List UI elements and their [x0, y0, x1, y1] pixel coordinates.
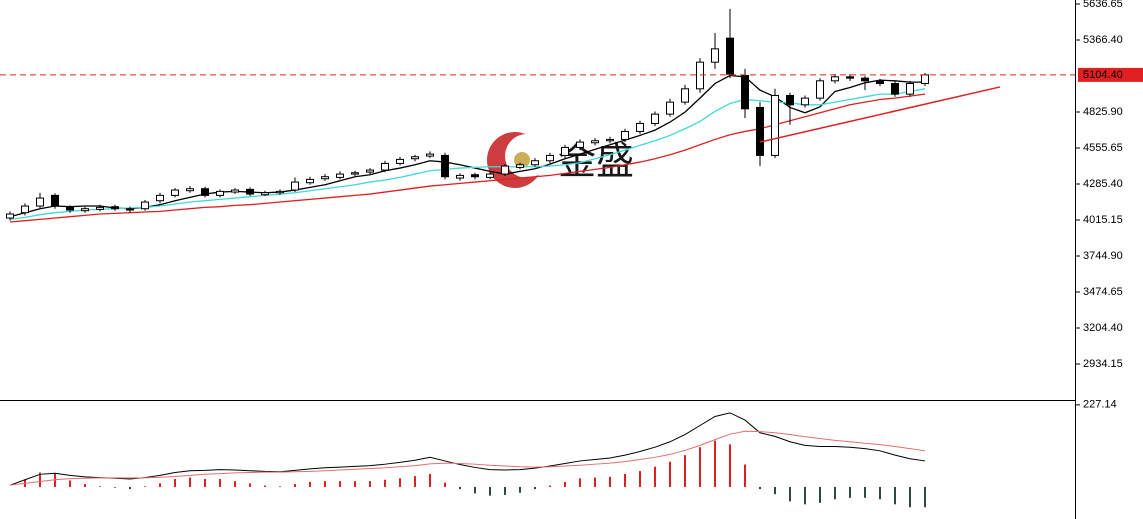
candle-body	[456, 174, 464, 179]
candle-body	[96, 206, 104, 210]
candle-body	[921, 74, 929, 84]
candle-body	[231, 189, 239, 193]
candle-body	[306, 178, 314, 184]
candle-body	[906, 82, 914, 95]
candle-body	[321, 176, 329, 180]
candle-body	[831, 76, 839, 82]
candle-body	[771, 94, 779, 156]
candle-body	[396, 158, 404, 164]
y-tick-label: 3204.40	[1083, 322, 1123, 334]
y-tick-label: 4825.90	[1083, 106, 1123, 118]
candle-body	[861, 77, 869, 82]
candle-body	[621, 130, 629, 140]
candle-body	[291, 181, 299, 191]
candle-body	[36, 197, 44, 207]
candle-body	[756, 106, 764, 156]
candle-body	[546, 154, 554, 162]
candle-body	[201, 188, 209, 196]
candle-body	[156, 194, 164, 202]
y-tick-label: 227.14	[1083, 399, 1117, 411]
candle-body	[606, 138, 614, 142]
y-tick-label: 4015.15	[1083, 214, 1123, 226]
candle-body	[171, 189, 179, 196]
candle-body	[126, 208, 134, 211]
candle-body	[846, 76, 854, 79]
watermark-text: 金盛	[558, 141, 634, 183]
candle-body	[666, 101, 674, 115]
macd-line	[9, 412, 926, 486]
candle-body	[246, 188, 254, 195]
candle-body	[696, 61, 704, 90]
candle-body	[6, 213, 14, 219]
candle-body	[66, 206, 74, 211]
y-tick-label: 3474.65	[1083, 286, 1123, 298]
candle-body	[561, 146, 569, 156]
candle-body	[891, 82, 899, 95]
candle-body	[381, 162, 389, 171]
candle-body	[276, 190, 284, 194]
y-tick-label: 4555.65	[1083, 142, 1123, 154]
candle-body	[591, 140, 599, 144]
candle-body	[576, 141, 584, 148]
candle-body	[741, 74, 749, 110]
trendline	[759, 86, 1001, 143]
macd-line	[9, 430, 926, 486]
candle-body	[411, 156, 419, 160]
y-tick-label: 2934.15	[1083, 358, 1123, 370]
candle-body	[816, 80, 824, 99]
candle-body	[351, 172, 359, 175]
candle-body	[726, 37, 734, 75]
y-tick-label: 4285.40	[1083, 178, 1123, 190]
candle-body	[216, 190, 224, 196]
y-tick-label: 3744.90	[1083, 250, 1123, 262]
candle-body	[486, 173, 494, 178]
candle-body	[876, 80, 884, 84]
candle-body	[336, 173, 344, 178]
candle-body	[81, 208, 89, 212]
candle-body	[801, 97, 809, 106]
candle-body	[711, 48, 719, 63]
candle-body	[111, 206, 119, 210]
candle-body	[51, 194, 59, 207]
candle-body	[261, 192, 269, 196]
candle-body	[21, 205, 29, 214]
logo-dot	[514, 152, 530, 168]
candle-body	[441, 154, 449, 178]
candle-body	[501, 165, 509, 175]
candle-body	[531, 160, 539, 166]
candle-body	[516, 164, 524, 168]
candle-body	[141, 201, 149, 210]
last-price-label: 5104.40	[1083, 69, 1123, 81]
candle-body	[786, 94, 794, 106]
candle-body	[681, 88, 689, 103]
candle-body	[186, 188, 194, 192]
candle-body	[426, 153, 434, 157]
candle-body	[366, 169, 374, 173]
last-price-box	[1078, 67, 1143, 82]
candle-body	[651, 113, 659, 124]
y-tick-label: 5366.40	[1083, 34, 1123, 46]
candle-body	[636, 122, 644, 132]
candle-body	[471, 174, 479, 178]
y-tick-label: 5636.65	[1083, 0, 1123, 10]
